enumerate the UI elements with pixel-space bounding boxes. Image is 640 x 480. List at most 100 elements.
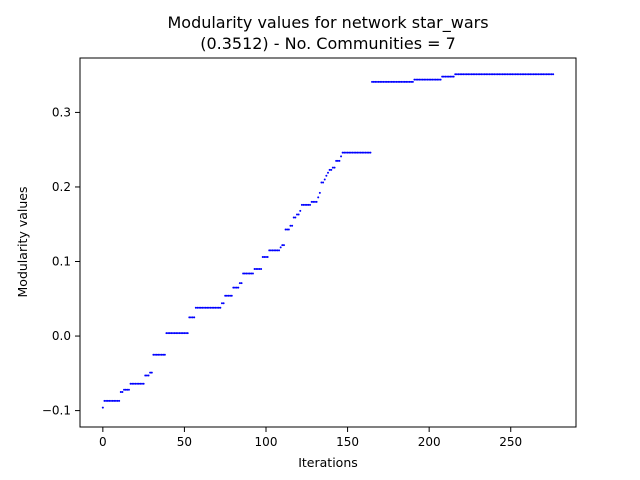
data-point <box>434 78 437 81</box>
data-point <box>503 73 506 76</box>
data-point <box>255 267 258 270</box>
data-point <box>459 73 462 76</box>
data-point <box>263 256 266 259</box>
data-point <box>292 216 295 219</box>
data-point <box>548 73 551 76</box>
data-point <box>162 353 165 356</box>
data-point <box>506 73 509 76</box>
data-point <box>172 332 174 335</box>
data-point <box>488 73 491 76</box>
data-point <box>431 78 434 81</box>
data-point <box>256 267 259 270</box>
data-point <box>216 306 219 309</box>
data-point <box>155 353 158 356</box>
data-point <box>455 73 458 76</box>
data-point <box>542 73 545 76</box>
data-point <box>529 73 532 76</box>
data-point <box>325 174 328 177</box>
data-point <box>214 306 217 309</box>
data-point <box>516 73 519 76</box>
data-point <box>353 151 356 154</box>
data-point <box>390 80 393 83</box>
data-point <box>361 151 364 154</box>
data-point <box>462 73 465 76</box>
data-point <box>313 200 316 203</box>
data-point <box>238 282 241 285</box>
data-point <box>300 203 303 206</box>
data-point <box>527 73 530 76</box>
data-point <box>302 203 305 206</box>
data-point <box>196 306 199 309</box>
data-point <box>206 306 209 309</box>
data-point <box>498 73 501 76</box>
data-point <box>441 75 444 78</box>
data-point <box>397 80 400 83</box>
data-point <box>217 306 220 309</box>
data-point <box>482 73 484 76</box>
data-point <box>157 353 160 356</box>
data-point <box>490 73 493 76</box>
x-tick-label: 50 <box>177 435 192 449</box>
data-point <box>369 151 372 154</box>
data-point <box>477 73 480 76</box>
data-point <box>545 73 548 76</box>
data-point <box>178 332 181 335</box>
data-point <box>433 78 436 81</box>
data-point <box>379 80 382 83</box>
data-point <box>389 80 391 83</box>
data-point <box>265 256 267 259</box>
data-point <box>317 196 320 199</box>
data-point <box>483 73 486 76</box>
data-point <box>447 75 450 78</box>
data-point <box>142 382 145 385</box>
data-point <box>343 151 346 154</box>
data-point <box>454 73 457 76</box>
data-point <box>310 200 313 203</box>
data-point <box>384 80 387 83</box>
data-point <box>393 80 396 83</box>
data-point <box>380 80 383 83</box>
data-point <box>315 200 318 203</box>
data-point <box>243 272 246 275</box>
data-point <box>188 316 191 319</box>
data-point <box>173 332 176 335</box>
data-point <box>540 73 543 76</box>
data-point <box>486 73 489 76</box>
data-point <box>296 213 298 216</box>
data-point <box>395 80 398 83</box>
data-point <box>281 244 284 247</box>
data-point <box>101 406 104 409</box>
data-point <box>279 246 282 249</box>
data-point <box>211 306 214 309</box>
y-axis: −0.1 0.0 0.1 0.2 0.3 <box>42 105 80 418</box>
data-point <box>418 78 421 81</box>
data-point <box>535 73 538 76</box>
data-point <box>346 151 349 154</box>
data-point <box>410 80 413 83</box>
data-point <box>307 203 310 206</box>
data-point <box>185 332 188 335</box>
data-point <box>271 249 274 252</box>
data-point <box>150 371 153 374</box>
data-point <box>464 73 467 76</box>
data-point <box>428 78 431 81</box>
data-point <box>131 382 134 385</box>
data-point <box>124 388 127 391</box>
data-point <box>181 332 184 335</box>
data-point <box>424 78 427 81</box>
data-point <box>420 78 422 81</box>
data-point <box>232 286 235 289</box>
data-point <box>129 382 132 385</box>
x-tick-label: 150 <box>336 435 359 449</box>
data-point <box>183 332 186 335</box>
data-point <box>457 73 460 76</box>
data-point <box>473 73 476 76</box>
data-point <box>282 244 285 247</box>
data-point <box>336 159 339 162</box>
data-point <box>149 371 152 374</box>
data-point <box>287 228 290 231</box>
data-point <box>341 151 344 154</box>
data-point <box>193 316 196 319</box>
data-point <box>222 302 225 305</box>
